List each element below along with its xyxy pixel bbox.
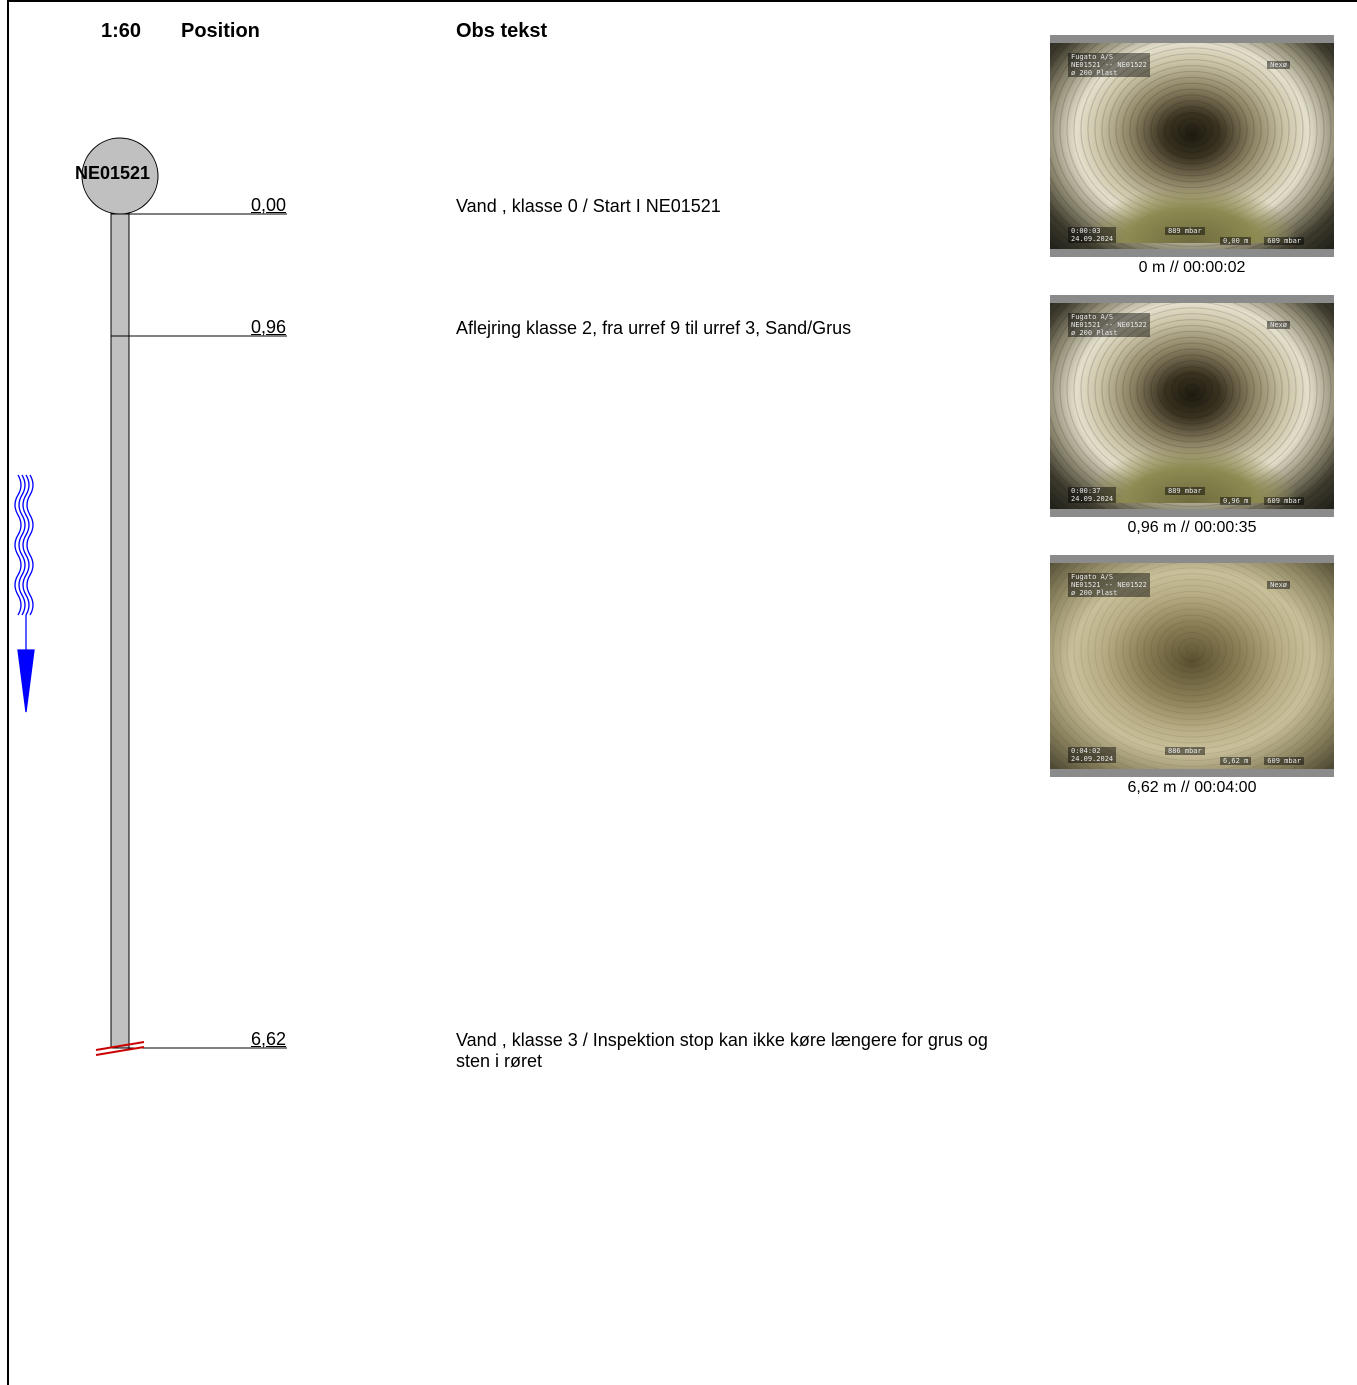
photo-image: Fugato A/S NE01521 -- NE01522 ø 200 Plas… (1050, 295, 1334, 517)
inspection-photo[interactable]: Fugato A/S NE01521 -- NE01522 ø 200 Plas… (1050, 35, 1334, 277)
photo-caption: 0,96 m // 00:00:35 (1127, 519, 1257, 536)
page-frame (7, 0, 1357, 1385)
photo-caption: 0 m // 00:00:02 (1138, 259, 1246, 276)
photo-overlay-header: Fugato A/S NE01521 -- NE01522 ø 200 Plas… (1068, 313, 1150, 337)
inspection-photo[interactable]: Fugato A/S NE01521 -- NE01522 ø 200 Plas… (1050, 555, 1334, 797)
flow-direction-icon (14, 474, 35, 713)
pipe-diagram (14, 137, 287, 1056)
photo-overlay-header: Fugato A/S NE01521 -- NE01522 ø 200 Plas… (1068, 53, 1150, 77)
photo-overlay-pressure2: 609 mbar (1264, 757, 1304, 765)
photo-overlay-distance: 6,62 m (1220, 757, 1252, 765)
observation-text: Vand , klasse 3 / Inspektion stop kan ik… (456, 1030, 988, 1071)
position-value: 0,96 (250, 317, 286, 337)
photo-image: Fugato A/S NE01521 -- NE01522 ø 200 Plas… (1050, 35, 1334, 257)
photo-overlay-town: Nexø (1267, 321, 1290, 329)
observation-text: Aflejring klasse 2, fra urref 9 til urre… (456, 318, 852, 338)
obs-text-header: Obs tekst (456, 20, 548, 42)
photo-overlay-time: 0:00:03 24.09.2024 (1068, 227, 1117, 243)
node-label: NE01521 (75, 163, 151, 183)
photo-overlay-town: Nexø (1267, 581, 1290, 589)
stop-mark-2 (95, 1046, 145, 1056)
position-value: 6,62 (250, 1029, 286, 1049)
photo-overlay-time: 0:00:37 24.09.2024 (1068, 487, 1117, 503)
photo-overlay-pressure2: 609 mbar (1264, 237, 1304, 245)
inspection-photo[interactable]: Fugato A/S NE01521 -- NE01522 ø 200 Plas… (1050, 295, 1334, 537)
photo-overlay-pressure2: 609 mbar (1264, 497, 1304, 505)
stop-mark-1 (95, 1041, 145, 1051)
photo-caption: 6,62 m // 00:04:00 (1127, 779, 1257, 796)
photo-image: Fugato A/S NE01521 -- NE01522 ø 200 Plas… (1050, 555, 1334, 777)
photo-overlay-pressure: 889 mbar (1165, 227, 1205, 235)
photo-overlay-time: 0:04:02 24.09.2024 (1068, 747, 1117, 763)
photo-overlay-town: Nexø (1267, 61, 1290, 69)
photo-overlay-header: Fugato A/S NE01521 -- NE01522 ø 200 Plas… (1068, 573, 1150, 597)
photo-overlay-distance: 0,96 m (1220, 497, 1252, 505)
scale-label: 1:60 (101, 20, 142, 42)
photo-overlay-pressure: 889 mbar (1165, 487, 1205, 495)
position-value: 0,00 (250, 195, 286, 215)
observation-text: Vand , klasse 0 / Start I NE01521 (456, 196, 721, 216)
photo-overlay-distance: 0,00 m (1220, 237, 1252, 245)
photo-overlay-pressure: 886 mbar (1165, 747, 1205, 755)
pipe-body (110, 197, 130, 1049)
position-header: Position (181, 20, 260, 42)
